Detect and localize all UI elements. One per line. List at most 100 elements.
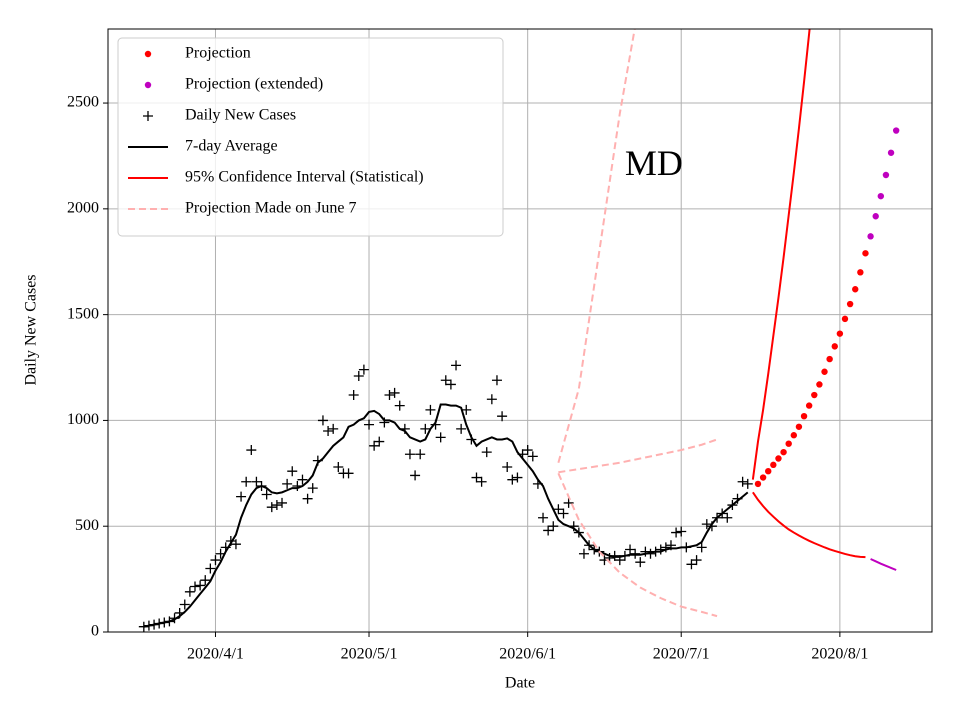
plus-marker bbox=[701, 519, 712, 530]
legend: Projection Projection (extended) Daily New… bbox=[117, 37, 504, 237]
dot-marker bbox=[795, 423, 803, 430]
dot-marker bbox=[765, 468, 772, 475]
plus-marker bbox=[404, 449, 415, 460]
plus-marker bbox=[323, 426, 334, 436]
plus-marker bbox=[261, 489, 272, 500]
plus-marker bbox=[200, 575, 211, 586]
dot-marker bbox=[852, 286, 859, 293]
plus-marker bbox=[195, 580, 206, 591]
plus-marker bbox=[435, 432, 446, 443]
annotation: MD bbox=[625, 143, 683, 183]
plus-marker bbox=[461, 404, 472, 415]
dot-marker bbox=[770, 461, 777, 469]
plus-marker bbox=[722, 512, 733, 523]
plus-marker bbox=[538, 512, 549, 523]
plus-marker bbox=[415, 449, 426, 460]
plus-marker bbox=[246, 445, 257, 456]
x-tick-label: 2020/5/1 bbox=[341, 646, 398, 663]
plus-marker bbox=[266, 502, 277, 513]
plus-marker bbox=[271, 500, 282, 511]
plus-marker bbox=[558, 508, 569, 519]
plus-marker bbox=[553, 504, 564, 515]
plus-marker bbox=[410, 470, 421, 481]
plus-marker bbox=[456, 423, 467, 434]
plus-marker bbox=[282, 478, 293, 489]
plus-marker bbox=[179, 599, 190, 610]
legend-label: Projection (extended) bbox=[185, 76, 323, 93]
plus-marker bbox=[491, 375, 502, 386]
plus-marker bbox=[440, 375, 451, 386]
dot-marker bbox=[775, 455, 782, 462]
plus-marker bbox=[563, 497, 574, 508]
y-axis-label: Daily New Cases bbox=[23, 274, 40, 385]
dot-marker bbox=[841, 315, 849, 323]
plus-marker bbox=[445, 379, 456, 390]
dot-marker bbox=[867, 233, 874, 240]
dot-marker bbox=[846, 300, 854, 308]
series-line bbox=[143, 403, 749, 628]
plus-marker bbox=[486, 394, 497, 405]
y-tick-label: 1500 bbox=[67, 305, 99, 322]
dot-marker bbox=[821, 368, 828, 375]
dot-marker bbox=[887, 149, 895, 156]
dot-marker bbox=[754, 480, 762, 488]
plus-marker bbox=[210, 555, 221, 566]
plus-marker bbox=[302, 493, 313, 504]
plus-marker bbox=[671, 527, 682, 538]
series-line bbox=[752, 491, 866, 559]
plus-marker bbox=[389, 387, 400, 398]
plus-marker bbox=[230, 539, 241, 550]
plus-marker bbox=[287, 466, 298, 477]
plus-marker bbox=[184, 586, 195, 597]
plus-marker bbox=[502, 461, 513, 472]
dot-marker bbox=[857, 269, 864, 276]
plus-marker bbox=[317, 415, 328, 426]
y-tick-label: 1000 bbox=[67, 411, 99, 428]
plus-marker bbox=[358, 364, 369, 375]
dot-marker bbox=[144, 50, 152, 58]
plot-area bbox=[138, 29, 900, 632]
dot-marker bbox=[790, 432, 798, 439]
plus-marker bbox=[143, 111, 153, 121]
plus-marker bbox=[635, 557, 646, 568]
plus-marker bbox=[307, 483, 318, 494]
y-tick-label: 2500 bbox=[67, 94, 99, 111]
dot-marker bbox=[826, 355, 833, 363]
plus-marker bbox=[369, 440, 380, 451]
dot-marker bbox=[816, 381, 823, 388]
plus-marker bbox=[471, 472, 482, 483]
dot-marker bbox=[759, 474, 767, 481]
x-tick-label: 2020/4/1 bbox=[187, 646, 244, 663]
plus-marker bbox=[328, 423, 339, 434]
plus-marker bbox=[527, 451, 538, 462]
plus-marker bbox=[512, 472, 523, 483]
plus-marker bbox=[640, 546, 651, 557]
plus-marker bbox=[241, 476, 252, 487]
plus-marker bbox=[251, 476, 262, 487]
plus-marker bbox=[364, 419, 375, 430]
plus-marker bbox=[578, 548, 589, 559]
plus-marker bbox=[384, 390, 395, 401]
plus-marker bbox=[625, 544, 636, 555]
plus-marker bbox=[548, 521, 559, 532]
plus-marker bbox=[696, 542, 707, 553]
plus-marker bbox=[190, 581, 201, 592]
plus-marker bbox=[297, 474, 308, 485]
series-line bbox=[870, 558, 897, 571]
plus-marker bbox=[236, 491, 247, 502]
plus-marker bbox=[333, 461, 344, 472]
plus-marker bbox=[660, 542, 671, 553]
plus-marker bbox=[507, 474, 518, 485]
legend-label: Projection bbox=[185, 45, 251, 62]
plus-marker bbox=[451, 360, 462, 371]
y-tick-label: 500 bbox=[75, 517, 99, 534]
plus-marker bbox=[686, 559, 697, 570]
plus-marker bbox=[277, 497, 288, 508]
plus-marker bbox=[676, 526, 687, 537]
dot-marker bbox=[836, 330, 844, 337]
y-tick-label: 0 bbox=[91, 623, 99, 640]
plus-marker bbox=[394, 400, 405, 411]
plus-marker bbox=[420, 423, 431, 434]
